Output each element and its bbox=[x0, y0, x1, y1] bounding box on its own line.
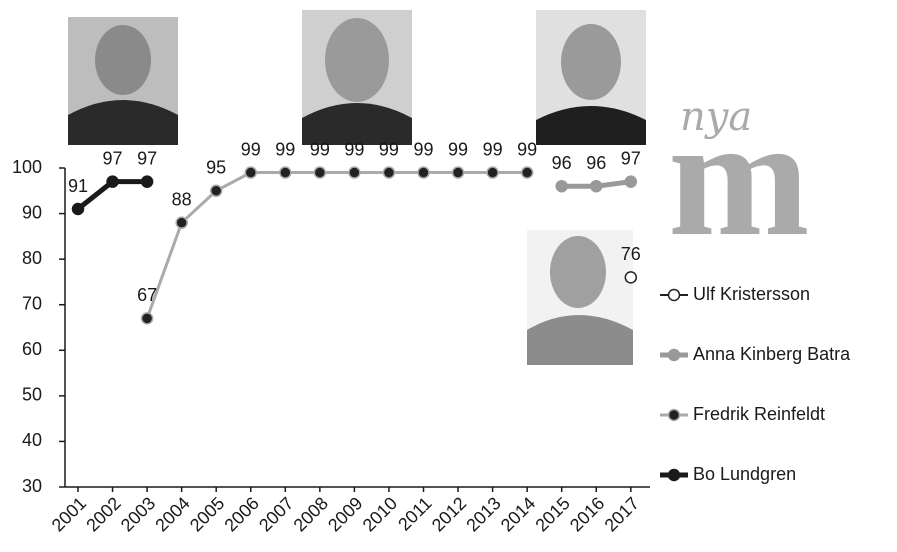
chart: nya m 3040506070809010020012002200320042… bbox=[0, 0, 897, 552]
data-label: 99 bbox=[310, 139, 330, 159]
photo-face bbox=[95, 25, 151, 95]
legend-label: Fredrik Reinfeldt bbox=[693, 404, 825, 424]
x-tick-label: 2002 bbox=[82, 493, 124, 535]
photo-face bbox=[561, 24, 621, 100]
data-label: 76 bbox=[621, 244, 641, 264]
legend-marker bbox=[669, 470, 680, 481]
data-point bbox=[625, 176, 636, 187]
logo: nya m bbox=[668, 83, 810, 271]
data-point bbox=[73, 204, 84, 215]
legend-marker bbox=[669, 350, 680, 361]
data-point bbox=[487, 167, 498, 178]
data-point bbox=[453, 167, 464, 178]
data-label: 97 bbox=[103, 148, 123, 168]
data-label: 99 bbox=[517, 139, 537, 159]
x-tick-label: 2008 bbox=[290, 493, 332, 535]
legend-label: Anna Kinberg Batra bbox=[693, 344, 851, 364]
data-label: 95 bbox=[206, 158, 226, 178]
data-label: 99 bbox=[448, 139, 468, 159]
x-tick-label: 2006 bbox=[220, 493, 262, 535]
x-tick-label: 2007 bbox=[255, 493, 297, 535]
x-tick-label: 2011 bbox=[394, 493, 436, 535]
y-tick-label: 90 bbox=[22, 202, 42, 222]
legend-label: Bo Lundgren bbox=[693, 464, 796, 484]
data-label: 99 bbox=[379, 139, 399, 159]
data-label: 97 bbox=[137, 148, 157, 168]
y-tick-label: 100 bbox=[12, 157, 42, 177]
legend-label: Ulf Kristersson bbox=[693, 284, 810, 304]
data-point bbox=[349, 167, 360, 178]
data-point bbox=[625, 272, 636, 283]
data-label: 96 bbox=[552, 153, 572, 173]
data-label: 67 bbox=[137, 285, 157, 305]
y-tick-label: 80 bbox=[22, 248, 42, 268]
x-tick-label: 2017 bbox=[601, 493, 643, 535]
legend-marker bbox=[669, 290, 680, 301]
x-tick-label: 2010 bbox=[359, 493, 401, 535]
x-tick-label: 2003 bbox=[117, 493, 159, 535]
x-tick-label: 2013 bbox=[462, 493, 504, 535]
data-point bbox=[280, 167, 291, 178]
data-label: 99 bbox=[344, 139, 364, 159]
data-point bbox=[142, 176, 153, 187]
x-tick-label: 2012 bbox=[428, 493, 470, 535]
x-tick-label: 2016 bbox=[566, 493, 608, 535]
data-point bbox=[142, 313, 153, 324]
data-point bbox=[556, 181, 567, 192]
data-point bbox=[245, 167, 256, 178]
series-line bbox=[147, 173, 527, 319]
x-tick-label: 2014 bbox=[497, 493, 539, 535]
y-tick-label: 70 bbox=[22, 293, 42, 313]
data-label: 88 bbox=[172, 189, 192, 209]
y-tick-label: 30 bbox=[22, 476, 42, 496]
y-tick-label: 40 bbox=[22, 430, 42, 450]
data-label: 99 bbox=[413, 139, 433, 159]
data-point bbox=[418, 167, 429, 178]
data-point bbox=[522, 167, 533, 178]
data-label: 91 bbox=[68, 176, 88, 196]
x-tick-label: 2005 bbox=[186, 493, 228, 535]
data-label: 99 bbox=[241, 139, 261, 159]
legend-marker bbox=[669, 410, 680, 421]
data-point bbox=[176, 217, 187, 228]
data-point bbox=[383, 167, 394, 178]
photo-face bbox=[550, 236, 606, 308]
data-label: 99 bbox=[275, 139, 295, 159]
data-point bbox=[107, 176, 118, 187]
photo-face bbox=[325, 18, 389, 102]
data-point bbox=[314, 167, 325, 178]
data-label: 99 bbox=[483, 139, 503, 159]
y-tick-label: 50 bbox=[22, 385, 42, 405]
data-label: 97 bbox=[621, 148, 641, 168]
y-tick-label: 60 bbox=[22, 339, 42, 359]
data-point bbox=[211, 185, 222, 196]
data-label: 96 bbox=[586, 153, 606, 173]
x-tick-label: 2004 bbox=[151, 493, 193, 535]
data-point bbox=[591, 181, 602, 192]
x-tick-label: 2001 bbox=[48, 493, 90, 535]
logo-letter: m bbox=[668, 83, 810, 271]
x-tick-label: 2015 bbox=[531, 493, 573, 535]
x-tick-label: 2009 bbox=[324, 493, 366, 535]
